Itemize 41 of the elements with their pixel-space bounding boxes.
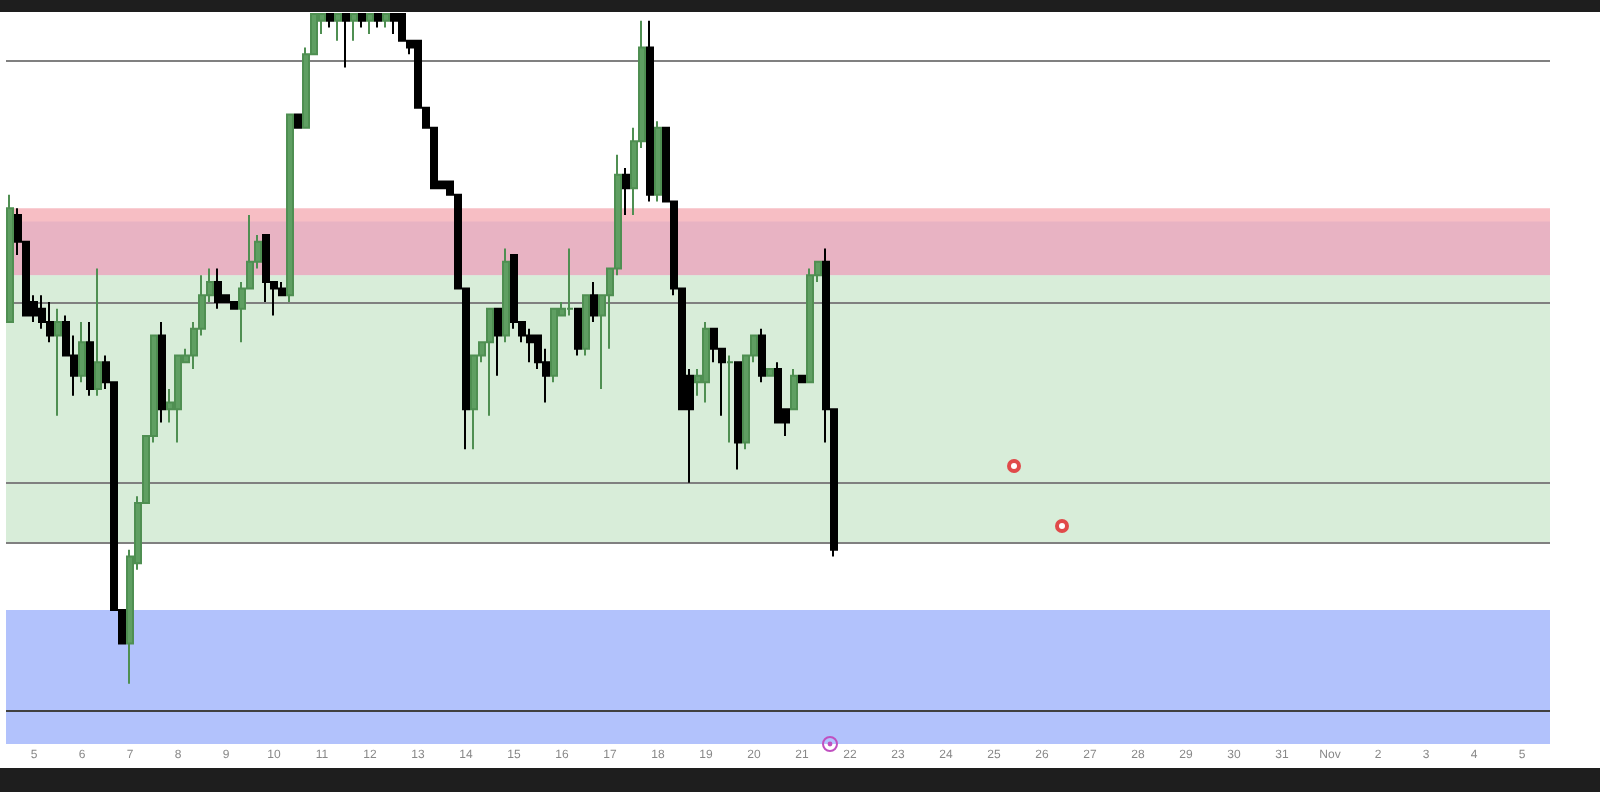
- candlestick: [734, 361, 742, 471]
- candlestick: [94, 267, 102, 397]
- candlestick: [86, 321, 94, 397]
- candlestick: [294, 113, 302, 129]
- candlestick: [806, 267, 814, 384]
- candlestick: [46, 300, 54, 344]
- candlestick: [574, 307, 582, 357]
- candlestick: [582, 294, 590, 357]
- candlestick: [502, 247, 510, 344]
- candlestick: [214, 267, 222, 310]
- candlestick: [334, 13, 342, 42]
- candlestick: [798, 374, 806, 384]
- candlestick: [726, 354, 734, 444]
- candlestick: [6, 193, 14, 324]
- candlestick: [350, 13, 358, 42]
- candlestick: [230, 300, 238, 310]
- candlestick: [790, 367, 798, 411]
- candlestick: [494, 307, 502, 377]
- candlestick: [486, 307, 494, 417]
- candlestick: [158, 321, 166, 424]
- candlestick: [286, 113, 294, 303]
- candlestick: [366, 13, 374, 36]
- candlestick: [566, 247, 574, 317]
- candlestick: [526, 327, 534, 364]
- candlestick: [342, 13, 350, 69]
- candlestick: [654, 120, 662, 203]
- candlestick: [326, 13, 334, 29]
- candlestick: [550, 307, 558, 384]
- candlestick: [758, 327, 766, 384]
- candlestick: [766, 367, 774, 377]
- candlestick: [54, 307, 62, 417]
- candlestick: [382, 13, 390, 29]
- candlestick: [646, 19, 654, 203]
- candlestick: [390, 13, 398, 36]
- candlestick: [374, 13, 382, 29]
- candlestick: [590, 280, 598, 324]
- candlestick: [702, 321, 710, 404]
- candlestick: [174, 354, 182, 444]
- candlestick: [78, 321, 86, 384]
- candlestick: [622, 167, 630, 216]
- candlestick: [358, 13, 366, 29]
